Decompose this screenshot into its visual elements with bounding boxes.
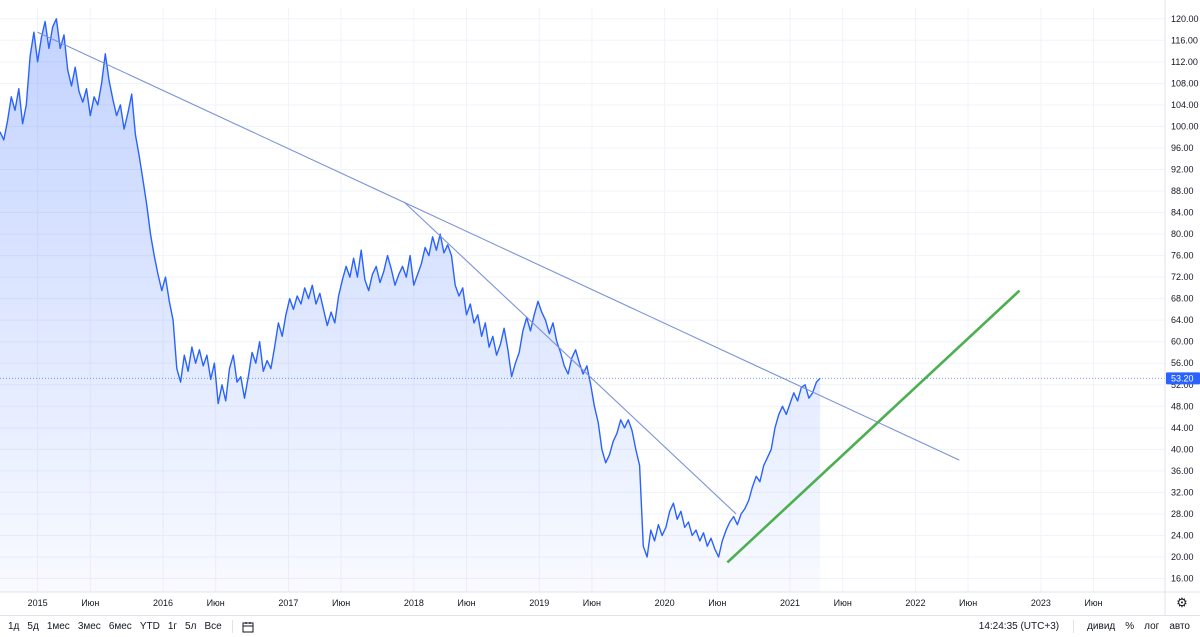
y-tick-label: 116.00 [1171,35,1198,45]
y-tick-label: 20.00 [1171,552,1194,562]
y-tick-label: 16.00 [1171,574,1194,584]
x-tick-label: 2019 [529,598,549,608]
price-axis[interactable]: 120.00 116.00 112.00 108.00 104.00 100.00 96.0… [1164,0,1200,615]
price-tag [1166,372,1200,385]
x-tick-label: 2020 [655,598,675,608]
y-tick-label: 108.00 [1171,78,1199,88]
range-3m-button[interactable]: 3мес [77,621,101,632]
bottom-toolbar: 1д 5д 1мес 3мес 6мес YTD 1г 5л Все 14:24… [0,615,1200,637]
y-tick-label: 44.00 [1171,423,1194,433]
y-tick-label: 24.00 [1171,530,1194,540]
price-area [0,18,821,593]
y-tick-label: 76.00 [1171,251,1194,261]
y-tick-label: 56.00 [1171,358,1194,368]
y-tick-label: 48.00 [1171,401,1194,411]
y-tick-label: 80.00 [1171,229,1194,239]
x-tick-label: 2016 [153,598,173,608]
y-tick-label: 112.00 [1171,57,1198,67]
chart-area[interactable]: 120.00 116.00 112.00 108.00 104.00 100.00 96.0… [0,0,1200,615]
dividends-toggle[interactable]: дивид [1087,621,1116,632]
x-tick-label: 2021 [780,598,800,608]
y-tick-label: 96.00 [1171,143,1194,153]
range-5y-button[interactable]: 5л [185,621,197,632]
range-all-button[interactable]: Все [204,621,222,632]
y-tick-label: 72.00 [1171,272,1194,282]
x-tick-label: 2018 [404,598,424,608]
y-tick-label: 92.00 [1171,164,1194,174]
range-1d-button[interactable]: 1д [8,621,20,632]
calendar-range-icon[interactable] [241,620,255,634]
price-chart[interactable]: 120.00 116.00 112.00 108.00 104.00 100.00 96.0… [0,0,1200,615]
time-axis[interactable]: 2015 Июн 2016 Июн 2017 Июн 2018 Июн 2019 Июн 2020 И… [0,591,1200,608]
x-tick-label: 2017 [278,598,298,608]
y-tick-label: 28.00 [1171,509,1194,519]
y-tick-label: 88.00 [1171,186,1194,196]
x-tick-label: Июн [207,598,225,608]
trendline-support-green [726,289,1021,564]
range-1y-button[interactable]: 1г [167,621,178,632]
percent-scale-toggle[interactable]: % [1125,621,1135,632]
x-tick-label: 2015 [28,598,48,608]
range-5d-button[interactable]: 5д [27,621,39,632]
y-tick-label: 84.00 [1171,208,1194,218]
y-tick-label: 64.00 [1171,315,1194,325]
divider [1073,620,1075,633]
x-tick-label: Июн [708,598,726,608]
trendlines [37,31,1021,564]
x-tick-label: Июн [959,598,977,608]
trendline-resistance-2 [403,201,737,515]
y-tick-label: 120.00 [1171,14,1199,24]
x-tick-label: Июн [1084,598,1102,608]
y-tick-label: 32.00 [1171,487,1194,497]
y-tick-label: 52.00 [1171,380,1194,390]
y-tick-label: 40.00 [1171,444,1194,454]
clock[interactable]: 14:24:35 (UTC+3) [978,621,1060,632]
area-fill [0,18,821,593]
gear-icon[interactable]: ⚙ [1176,595,1188,610]
y-tick-label: 60.00 [1171,337,1194,347]
x-tick-label: Июн [583,598,601,608]
price-tag-label: 53.20 [1171,373,1194,383]
x-tick-label: Июн [834,598,852,608]
y-tick-label: 104.00 [1171,100,1199,110]
log-scale-toggle[interactable]: лог [1144,621,1160,632]
x-tick-label: Июн [81,598,99,608]
range-1m-button[interactable]: 1мес [46,621,70,632]
y-tick-label: 100.00 [1171,121,1199,131]
divider [231,620,233,633]
x-tick-label: 2022 [905,598,925,608]
x-tick-label: 2023 [1031,598,1051,608]
trendline-resistance-1 [37,31,960,461]
y-tick-label: 36.00 [1171,466,1194,476]
x-tick-label: Июн [457,598,475,608]
range-6m-button[interactable]: 6мес [108,621,132,632]
auto-scale-toggle[interactable]: авто [1169,621,1190,632]
x-tick-label: Июн [332,598,350,608]
range-ytd-button[interactable]: YTD [139,621,160,632]
y-tick-label: 68.00 [1171,294,1194,304]
